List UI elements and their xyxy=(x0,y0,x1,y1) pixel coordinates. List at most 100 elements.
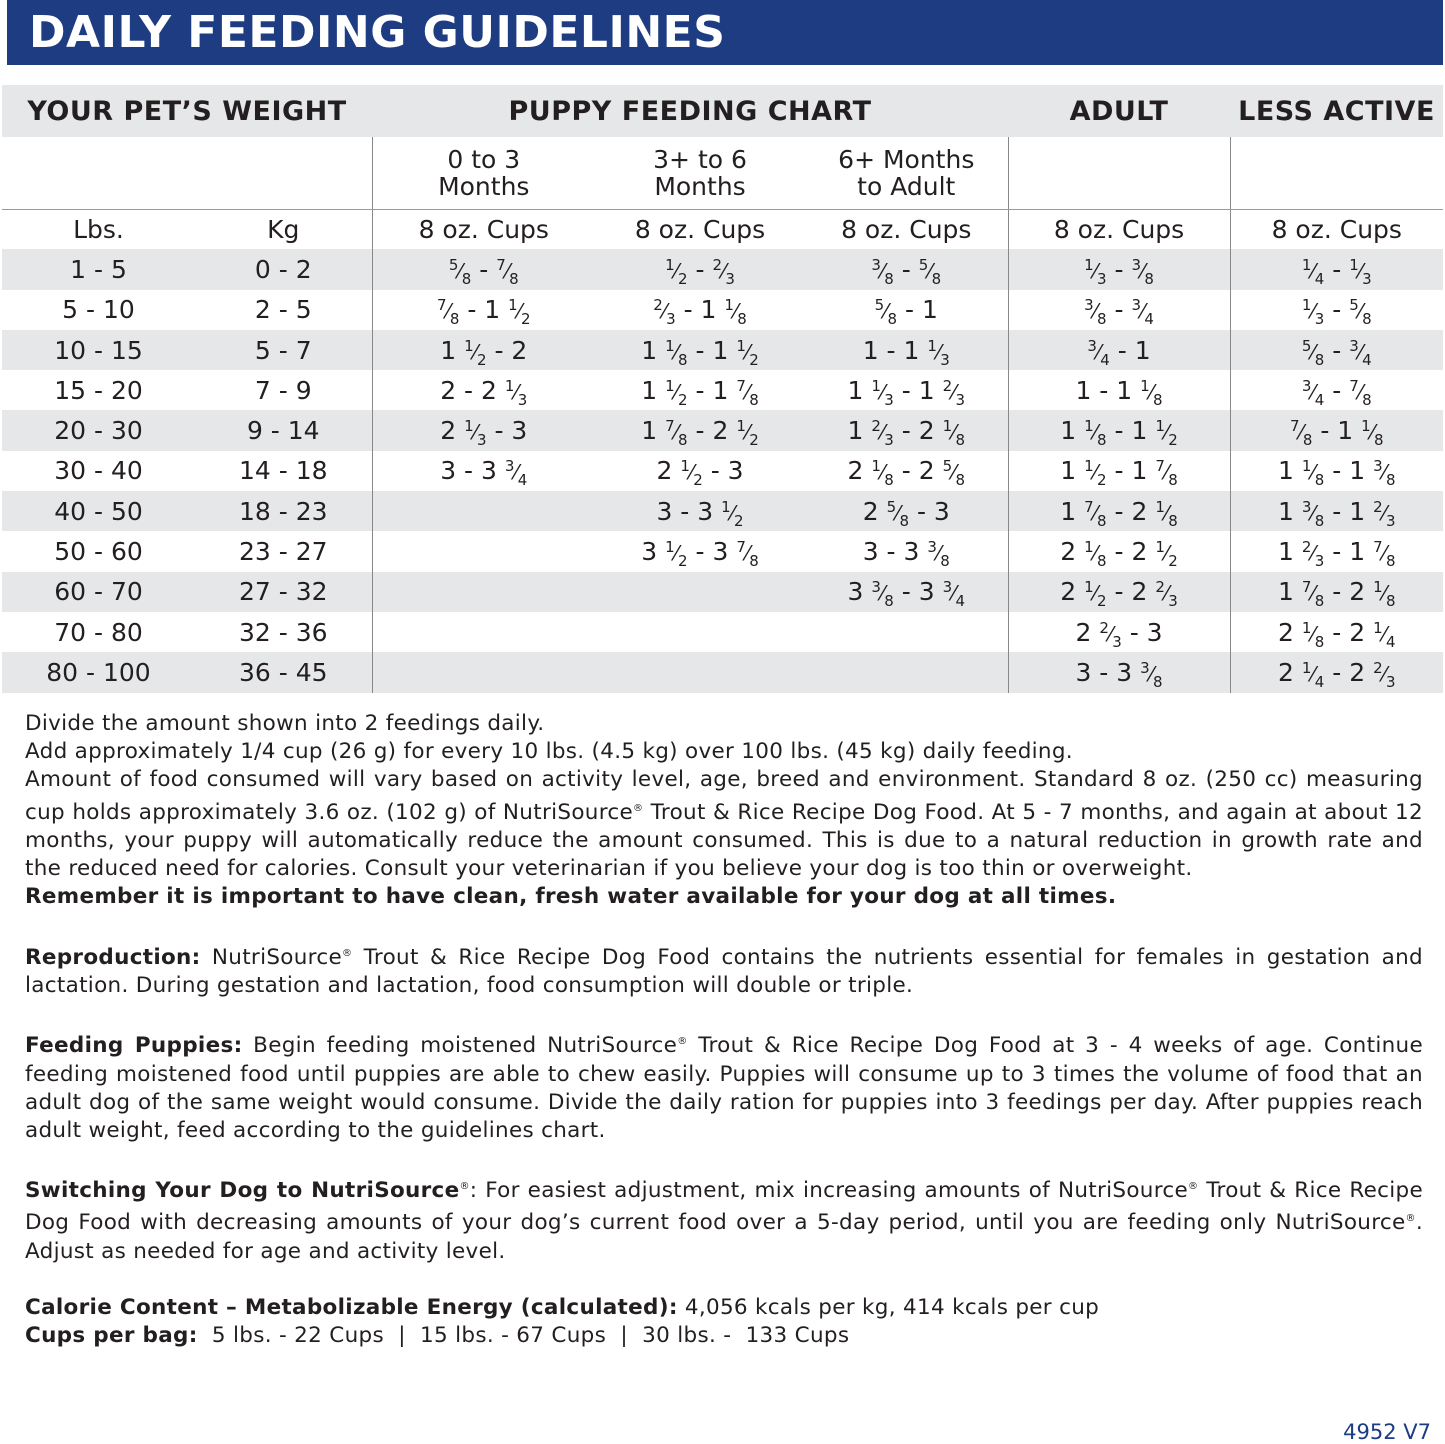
table-row: 5 - 10 2 - 5 7⁄8 - 1 1⁄2 2⁄3 - 1 1⁄8 5⁄8 - 1… xyxy=(2,289,1444,330)
table-cell: 15 - 20 xyxy=(54,375,143,405)
table-cell: 3⁄8 - 3⁄4 xyxy=(1007,289,1231,330)
note-puppies: Feeding Puppies: Begin feeding moistened… xyxy=(25,1033,1423,1143)
table-cell: 2 1⁄4 - 2 2⁄3 xyxy=(1229,652,1444,693)
table-cell: 1⁄3 - 5⁄8 xyxy=(1229,289,1444,330)
note-calorie: Calorie Content – Metabolizable Energy (… xyxy=(25,1295,1100,1321)
table-cell: 2 1⁄2 - 2 2⁄3 xyxy=(1007,571,1231,612)
table-cell: 1 - 5 xyxy=(2,249,195,290)
table-cell: 27 - 32 xyxy=(195,571,373,612)
table-cell: 1⁄4 - 1⁄3 xyxy=(1229,249,1444,290)
table-cell: 9 - 14 xyxy=(195,410,373,451)
table-cell: 1 2⁄3 - 2 1⁄8 xyxy=(805,410,1009,451)
table-cell: 70 - 80 xyxy=(54,617,143,647)
table-cell: 2 1⁄3 - 3 xyxy=(371,410,596,451)
note-divide: Divide the amount shown into 2 feedings … xyxy=(25,711,545,736)
table-cell: 60 - 70 xyxy=(2,571,195,612)
table-cell: 1⁄2 - 2⁄3 xyxy=(595,249,806,290)
table-cell: 1 - 1 1⁄8 xyxy=(1007,370,1231,411)
table-row: 15 - 20 7 - 9 2 - 2 1⁄3 1 1⁄2 - 1 7⁄8 1 1⁄3 … xyxy=(2,370,1444,411)
table-cell: 1 1⁄2 - 1 7⁄8 xyxy=(641,375,759,409)
table-cell: 40 - 50 xyxy=(2,491,195,532)
unit-label: 8 oz. Cups xyxy=(1007,209,1231,250)
table-cell: 36 - 45 xyxy=(195,652,373,693)
table-cell xyxy=(371,571,596,612)
note-add: Add approximately 1/4 cup (26 g) for eve… xyxy=(25,739,1073,765)
table-row: 60 - 70 27 - 32 3 3⁄8 - 3 3⁄4 2 1⁄2 - 2 2⁄3… xyxy=(2,571,1444,612)
age-group: 3+ to 6 Months xyxy=(595,137,806,210)
table-cell: 2 1⁄8 - 2 5⁄8 xyxy=(847,456,966,490)
table-cell: 10 - 15 xyxy=(2,329,195,371)
table-cell: 2 1⁄8 - 2 1⁄2 xyxy=(1007,531,1231,572)
header-weight: YOUR PET’S WEIGHT xyxy=(2,85,373,137)
table-cell: 1⁄3 - 3⁄8 xyxy=(1007,249,1231,290)
feeding-table: YOUR PET’S WEIGHT PUPPY FEEDING CHART AD… xyxy=(2,85,1444,693)
header-adult: ADULT xyxy=(1008,85,1231,137)
table-cell xyxy=(595,571,806,612)
table-cell: 7⁄8 - 1 1⁄2 xyxy=(371,289,596,330)
header-puppy: PUPPY FEEDING CHART xyxy=(372,85,1009,137)
table-cell: 3⁄4 - 1 xyxy=(1007,329,1231,371)
table-cell: 3 - 3 3⁄8 xyxy=(862,537,950,571)
table-cell: 3 - 3 3⁄4 xyxy=(371,450,596,492)
note-reproduction: Reproduction: NutriSource® Trout & Rice … xyxy=(25,944,1423,998)
age-group: 0 to 3 Months xyxy=(371,137,596,210)
unit-label: 8 oz. Cups xyxy=(634,214,766,244)
table-cell: 14 - 18 xyxy=(238,456,328,486)
table-cell: 3⁄4 - 7⁄8 xyxy=(1229,370,1444,411)
note-amount: Amount of food consumed will vary based … xyxy=(25,767,1423,882)
table-cell: 3⁄8 - 5⁄8 xyxy=(805,249,1009,290)
table-cell: 1 1⁄3 - 1 2⁄3 xyxy=(847,375,966,409)
table-row: 30 - 40 14 - 18 3 - 3 3⁄4 2 1⁄2 - 3 2 1⁄8 - … xyxy=(2,450,1444,492)
page-title: DAILY FEEDING GUIDELINES xyxy=(7,0,1443,65)
table-cell: 1 1⁄8 - 1 3⁄8 xyxy=(1229,450,1444,492)
age-group: 6+ Months to Adult xyxy=(805,137,1009,210)
table-cell: 2 1⁄8 - 2 1⁄4 xyxy=(1229,611,1444,653)
table-cell: 2⁄3 - 1 1⁄8 xyxy=(653,295,747,329)
header-less-active: LESS ACTIVE xyxy=(1230,85,1444,137)
table-cell xyxy=(805,612,1008,652)
table-cell: 32 - 36 xyxy=(238,617,328,647)
table-cell: 2 2⁄3 - 3 xyxy=(1007,611,1231,653)
table-cell: 3 3⁄8 - 3 3⁄4 xyxy=(805,571,1009,612)
table-cell: 1 7⁄8 - 2 1⁄8 xyxy=(1007,491,1231,532)
unit-label: 8 oz. Cups xyxy=(841,214,972,244)
table-cell: 23 - 27 xyxy=(238,537,328,567)
unit-label: 8 oz. Cups xyxy=(371,209,596,250)
unit-label: 8 oz. Cups xyxy=(1229,209,1444,250)
table-cell: 1 3⁄8 - 1 2⁄3 xyxy=(1229,491,1444,532)
table-cell: 1 1⁄2 - 1 7⁄8 xyxy=(1007,450,1231,492)
table-cell xyxy=(595,652,806,693)
table-cell: 80 - 100 xyxy=(2,652,195,693)
table-cell xyxy=(371,652,596,693)
table-cell: 5⁄8 - 7⁄8 xyxy=(371,249,596,290)
table-cell: 2 - 2 1⁄3 xyxy=(371,370,596,411)
note-switching: Switching Your Dog to NutriSource®: For … xyxy=(25,1178,1424,1264)
table-cell xyxy=(371,611,596,653)
table-cell xyxy=(371,531,596,572)
version-code: 4952 V7 xyxy=(1343,1420,1431,1444)
table-cell: 20 - 30 xyxy=(2,410,195,451)
table-cell: 1 1⁄8 - 1 1⁄2 xyxy=(595,329,806,371)
unit-label: Kg xyxy=(267,214,300,244)
table-cell: 1 1⁄8 - 1 1⁄2 xyxy=(1007,410,1231,451)
table-cell: 2 - 5 xyxy=(254,295,312,325)
table-cell: 3 1⁄2 - 3 7⁄8 xyxy=(641,537,759,571)
table-cell: 1 7⁄8 - 2 1⁄8 xyxy=(1229,571,1444,612)
unit-label: Lbs. xyxy=(73,214,124,244)
table-cell xyxy=(595,612,805,652)
table-cell: 5 - 7 xyxy=(195,329,373,371)
table-row: 50 - 60 23 - 27 3 1⁄2 - 3 7⁄8 3 - 3 3⁄8 2 1⁄… xyxy=(2,531,1444,572)
table-cell: 18 - 23 xyxy=(195,491,373,532)
table-cell xyxy=(371,491,596,532)
table-cell: 1 2⁄3 - 1 7⁄8 xyxy=(1229,531,1444,572)
table-cell xyxy=(805,652,1009,693)
table-cell: 1 7⁄8 - 2 1⁄2 xyxy=(595,410,806,451)
table-cell: 1 - 1 1⁄3 xyxy=(805,329,1009,371)
table-cell: 50 - 60 xyxy=(54,537,143,567)
table-cell: 7⁄8 - 1 1⁄8 xyxy=(1229,410,1444,451)
